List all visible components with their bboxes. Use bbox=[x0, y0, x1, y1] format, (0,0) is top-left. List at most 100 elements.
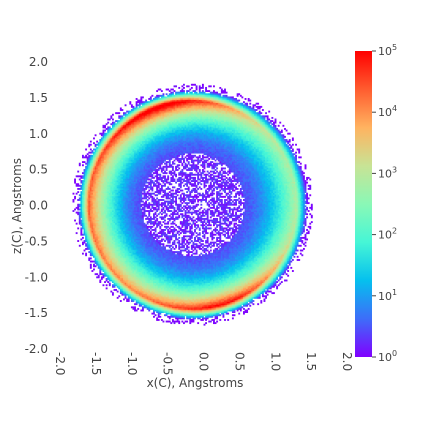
heatmap-cell bbox=[104, 222, 106, 225]
heatmap-cell bbox=[127, 189, 130, 192]
heatmap-cell bbox=[111, 186, 114, 189]
heatmap-cell bbox=[119, 281, 122, 283]
heatmap-cell bbox=[123, 216, 125, 219]
heatmap-cell bbox=[105, 252, 108, 255]
heatmap-cell bbox=[108, 222, 111, 225]
heatmap-cell bbox=[124, 156, 127, 159]
heatmap-cell bbox=[119, 273, 122, 276]
heatmap-cell bbox=[111, 143, 114, 146]
heatmap-cell bbox=[107, 189, 110, 192]
heatmap-cell bbox=[105, 235, 108, 238]
heatmap-cell bbox=[129, 162, 132, 165]
heatmap-cell bbox=[85, 221, 88, 224]
heatmap-cell bbox=[123, 151, 125, 154]
heatmap-cell bbox=[113, 243, 116, 246]
heatmap-cell bbox=[119, 186, 122, 189]
heatmap-cell bbox=[99, 249, 102, 252]
heatmap-cell bbox=[123, 134, 125, 137]
heatmap-cell bbox=[123, 229, 125, 231]
heatmap-cell bbox=[99, 247, 102, 250]
heatmap-cell bbox=[118, 131, 121, 134]
heatmap-cell bbox=[100, 153, 103, 156]
heatmap-cell bbox=[127, 121, 130, 124]
heatmap-cell bbox=[110, 183, 113, 186]
heatmap-cell bbox=[118, 213, 121, 216]
heatmap-cell bbox=[93, 235, 95, 238]
heatmap-cell bbox=[89, 143, 92, 146]
heatmap-cell bbox=[105, 172, 108, 175]
heatmap-cell bbox=[123, 224, 125, 227]
heatmap-cell bbox=[126, 244, 129, 247]
heatmap-cell bbox=[115, 282, 118, 285]
heatmap-cell bbox=[110, 159, 113, 162]
heatmap-cell bbox=[127, 295, 130, 298]
heatmap-cell bbox=[110, 151, 113, 154]
heatmap-cell bbox=[96, 186, 99, 189]
heatmap-cell bbox=[127, 249, 130, 252]
heatmap-cell bbox=[91, 224, 94, 227]
heatmap-cell bbox=[108, 211, 111, 214]
heatmap-cell bbox=[123, 230, 125, 233]
heatmap-cell bbox=[118, 180, 121, 182]
heatmap-cell bbox=[105, 134, 108, 137]
heatmap-cell bbox=[99, 230, 102, 233]
heatmap-cell bbox=[127, 115, 130, 118]
heatmap-cell bbox=[100, 137, 103, 140]
heatmap-cell bbox=[127, 252, 130, 255]
heatmap-cell bbox=[94, 189, 97, 192]
heatmap-cell bbox=[100, 187, 103, 190]
heatmap-cell bbox=[97, 263, 100, 266]
heatmap-cell bbox=[129, 180, 132, 182]
heatmap-cell bbox=[100, 206, 103, 209]
heatmap-cell bbox=[123, 121, 125, 124]
heatmap-cell bbox=[97, 194, 100, 197]
heatmap-cell bbox=[129, 285, 132, 288]
heatmap-cell bbox=[124, 247, 127, 250]
heatmap-cell bbox=[123, 184, 125, 187]
heatmap-cell bbox=[105, 162, 108, 165]
heatmap-cell bbox=[83, 186, 86, 189]
heatmap-cell bbox=[104, 167, 106, 170]
heatmap-cell bbox=[108, 175, 111, 178]
heatmap-cell bbox=[124, 124, 127, 127]
heatmap-cell bbox=[110, 249, 113, 252]
heatmap-cell bbox=[124, 284, 127, 287]
heatmap-cell bbox=[113, 186, 116, 189]
heatmap-cell bbox=[97, 154, 100, 157]
heatmap-cell bbox=[119, 208, 122, 211]
heatmap-cell bbox=[110, 273, 113, 276]
heatmap-cell bbox=[91, 159, 94, 162]
heatmap-cell bbox=[85, 233, 88, 236]
heatmap-cell bbox=[118, 178, 121, 181]
heatmap-cell bbox=[86, 176, 89, 179]
heatmap-cell bbox=[108, 225, 111, 228]
heatmap-cell bbox=[105, 240, 108, 242]
heatmap-cell bbox=[118, 268, 121, 271]
heatmap-cell bbox=[102, 284, 105, 287]
heatmap-cell bbox=[119, 205, 122, 208]
heatmap-cell bbox=[111, 273, 114, 276]
heatmap-cell bbox=[121, 262, 124, 265]
heatmap-cell bbox=[94, 145, 97, 148]
heatmap-cell bbox=[97, 153, 100, 156]
heatmap-cell bbox=[119, 181, 122, 184]
heatmap-cell bbox=[108, 131, 111, 134]
heatmap-cell bbox=[94, 154, 97, 157]
heatmap-cell bbox=[130, 306, 133, 309]
heatmap-cell bbox=[75, 175, 78, 178]
heatmap-cell bbox=[111, 167, 114, 170]
heatmap-cell bbox=[118, 276, 121, 279]
heatmap-cell bbox=[104, 273, 106, 276]
heatmap-cell bbox=[129, 126, 132, 129]
heatmap-cell bbox=[126, 120, 129, 122]
heatmap-cell bbox=[129, 118, 132, 121]
heatmap-cell bbox=[108, 268, 111, 271]
heatmap-cell bbox=[127, 227, 130, 230]
heatmap-cell bbox=[123, 189, 125, 192]
heatmap-cell bbox=[107, 184, 110, 187]
heatmap-cell bbox=[108, 216, 111, 219]
heatmap-cell bbox=[130, 249, 133, 252]
heatmap-cell bbox=[91, 189, 94, 192]
heatmap-cell bbox=[113, 126, 116, 129]
heatmap-cell bbox=[129, 101, 132, 104]
